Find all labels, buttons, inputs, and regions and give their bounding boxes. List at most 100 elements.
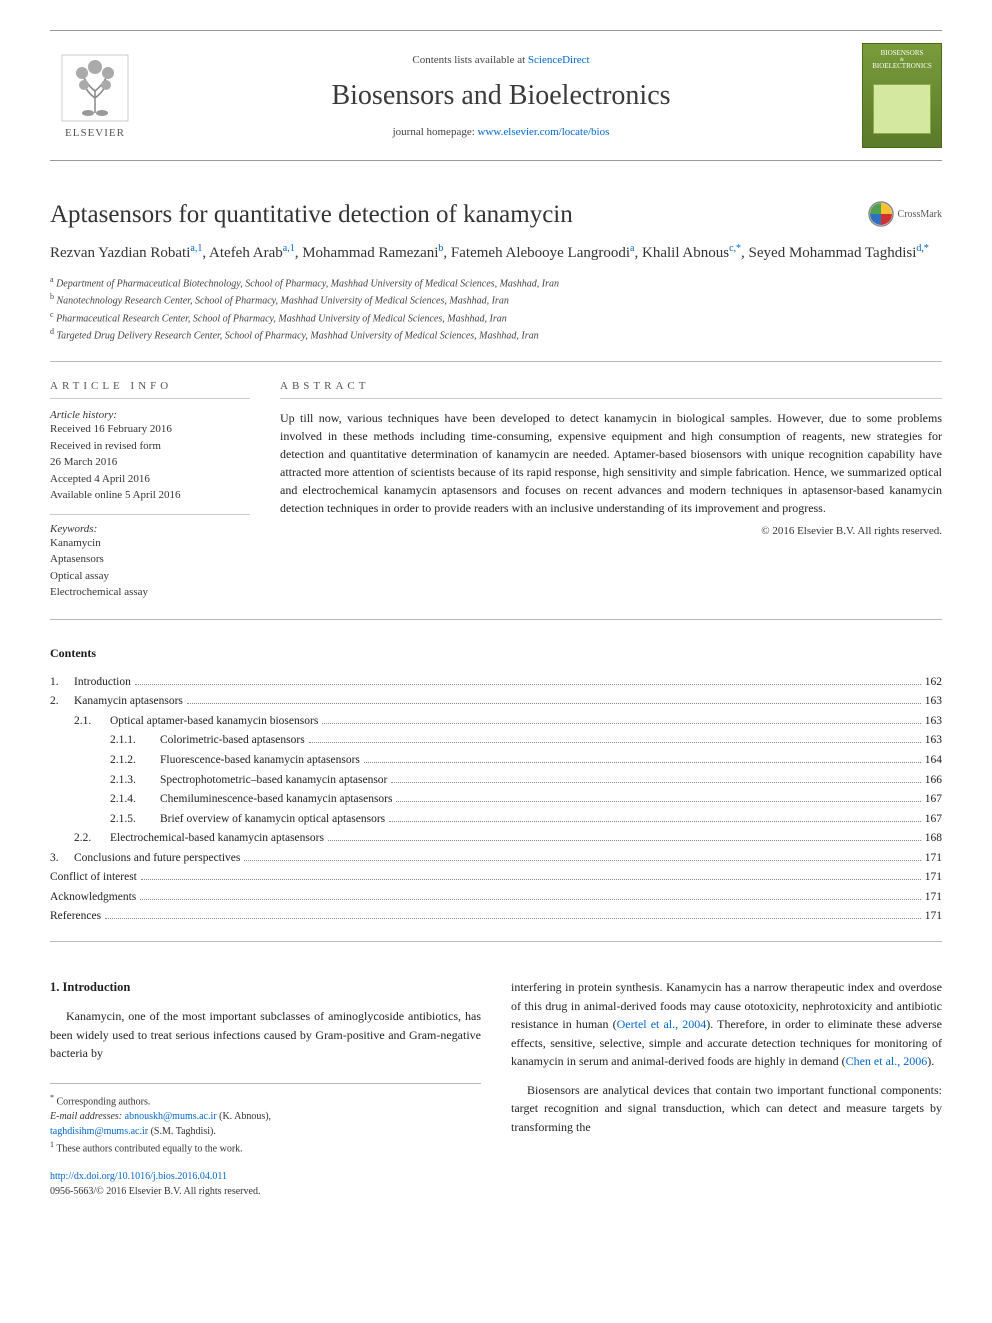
ref-oertel-2004[interactable]: Oertel et al., 2004 [617, 1017, 707, 1031]
toc-number: 1. [50, 673, 74, 693]
toc-head: Contents [50, 646, 942, 661]
toc-number: 2.1. [50, 712, 110, 732]
affiliation-c: Pharmaceutical Research Center, School o… [56, 313, 507, 324]
toc-title: Acknowledgments [50, 888, 136, 908]
contents-lists-line: Contents lists available at ScienceDirec… [160, 54, 842, 66]
journal-header: ELSEVIER Contents lists available at Sci… [50, 30, 942, 161]
toc-page: 168 [925, 829, 942, 849]
toc-page: 167 [925, 810, 942, 830]
toc-row[interactable]: 1.Introduction162 [50, 673, 942, 693]
article-info-head: ARTICLE INFO [50, 380, 250, 399]
keyword: Aptasensors [50, 551, 250, 568]
corresponding-authors-label: Corresponding authors. [57, 1096, 151, 1107]
history-label: Article history: [50, 409, 250, 421]
table-of-contents: 1.Introduction1622.Kanamycin aptasensors… [50, 673, 942, 942]
toc-page: 166 [925, 771, 942, 791]
affiliation-a: Department of Pharmaceutical Biotechnolo… [56, 278, 559, 289]
homepage-link[interactable]: www.elsevier.com/locate/bios [478, 126, 610, 138]
aff-a-sup: a [50, 275, 54, 284]
toc-number: 3. [50, 849, 74, 869]
history-line: 26 March 2016 [50, 454, 250, 471]
toc-number: 2. [50, 692, 74, 712]
author-1: Rezvan Yazdian Robati [50, 245, 190, 261]
journal-homepage-line: journal homepage: www.elsevier.com/locat… [160, 126, 842, 138]
toc-row[interactable]: 2.1.Optical aptamer-based kanamycin bios… [50, 712, 942, 732]
toc-row[interactable]: 2.1.1.Colorimetric-based aptasensors163 [50, 731, 942, 751]
toc-row[interactable]: 2.Kanamycin aptasensors163 [50, 692, 942, 712]
ref-chen-2006[interactable]: Chen et al., 2006 [846, 1054, 928, 1068]
toc-title: Brief overview of kanamycin optical apta… [160, 810, 385, 830]
toc-title: Spectrophotometric–based kanamycin aptas… [160, 771, 387, 791]
cover-title-top: BIOSENSORS [867, 50, 937, 58]
toc-title: References [50, 907, 101, 927]
toc-title: Optical aptamer-based kanamycin biosenso… [110, 712, 318, 732]
intro-paragraph-right-2: Biosensors are analytical devices that c… [511, 1081, 942, 1137]
toc-page: 163 [925, 712, 942, 732]
toc-title: Kanamycin aptasensors [74, 692, 183, 712]
author-5-sup: c, [729, 243, 736, 254]
right-column: interfering in protein synthesis. Kanamy… [511, 978, 942, 1200]
homepage-prefix: journal homepage: [393, 126, 478, 138]
toc-row[interactable]: Conflict of interest171 [50, 868, 942, 888]
intro-paragraph-right-1: interfering in protein synthesis. Kanamy… [511, 978, 942, 1071]
toc-row[interactable]: 2.1.3.Spectrophotometric–based kanamycin… [50, 771, 942, 791]
toc-row[interactable]: 2.1.5.Brief overview of kanamycin optica… [50, 810, 942, 830]
issn-copyright-line: 0956-5663/© 2016 Elsevier B.V. All right… [50, 1184, 481, 1200]
author-2: Atefeh Arab [209, 245, 283, 261]
toc-leader-dots [135, 684, 921, 685]
body-columns: 1. Introduction Kanamycin, one of the mo… [50, 978, 942, 1200]
toc-leader-dots [391, 782, 920, 783]
toc-row[interactable]: 2.1.4.Chemiluminescence-based kanamycin … [50, 790, 942, 810]
toc-page: 171 [925, 888, 942, 908]
toc-leader-dots [309, 742, 921, 743]
toc-row[interactable]: 2.2.Electrochemical-based kanamycin apta… [50, 829, 942, 849]
toc-row[interactable]: References171 [50, 907, 942, 927]
toc-row[interactable]: 3.Conclusions and future perspectives 171 [50, 849, 942, 869]
toc-row[interactable]: Acknowledgments 171 [50, 888, 942, 908]
crossmark-badge[interactable]: CrossMark [868, 201, 942, 227]
toc-row[interactable]: 2.1.2.Fluorescence-based kanamycin aptas… [50, 751, 942, 771]
email-1[interactable]: abnouskh@mums.ac.ir [125, 1111, 217, 1122]
journal-name: Biosensors and Bioelectronics [160, 80, 842, 112]
toc-leader-dots [389, 821, 921, 822]
intro-paragraph-left: Kanamycin, one of the most important sub… [50, 1007, 481, 1063]
toc-leader-dots [141, 879, 921, 880]
author-6: Seyed Mohammad Taghdisi [749, 245, 917, 261]
email-2[interactable]: taghdisihm@mums.ac.ir [50, 1126, 148, 1137]
toc-title: Fluorescence-based kanamycin aptasensors [160, 751, 360, 771]
contents-lists-prefix: Contents lists available at [412, 54, 527, 66]
keywords-list: Kanamycin Aptasensors Optical assay Elec… [50, 535, 250, 601]
right-p1-c: ). [927, 1054, 934, 1068]
author-3-sup: b [438, 243, 443, 254]
affiliation-d: Targeted Drug Delivery Research Center, … [57, 330, 539, 341]
toc-title: Chemiluminescence-based kanamycin aptase… [160, 790, 392, 810]
sciencedirect-link[interactable]: ScienceDirect [528, 54, 590, 66]
left-column: 1. Introduction Kanamycin, one of the mo… [50, 978, 481, 1200]
toc-leader-dots [396, 801, 920, 802]
doi-link[interactable]: http://dx.doi.org/10.1016/j.bios.2016.04… [50, 1171, 227, 1182]
toc-page: 171 [925, 849, 942, 869]
author-3: Mohammad Ramezani [302, 245, 438, 261]
keywords-label: Keywords: [50, 514, 250, 535]
author-4-sup: a [630, 243, 634, 254]
aff-b-sup: b [50, 292, 54, 301]
author-6-sup: d, [916, 243, 924, 254]
article-info-col: ARTICLE INFO Article history: Received 1… [50, 380, 250, 601]
header-center: Contents lists available at ScienceDirec… [160, 54, 842, 138]
history-line: Available online 5 April 2016 [50, 487, 250, 504]
toc-title: Electrochemical-based kanamycin aptasens… [110, 829, 324, 849]
corresponding-footer: * Corresponding authors. E-mail addresse… [50, 1083, 481, 1157]
toc-page: 167 [925, 790, 942, 810]
info-abstract-row: ARTICLE INFO Article history: Received 1… [50, 380, 942, 620]
toc-title: Conclusions and future perspectives [74, 849, 240, 869]
corr-star-1: * [736, 243, 741, 254]
toc-page: 163 [925, 731, 942, 751]
toc-leader-dots [244, 860, 920, 861]
abstract-col: ABSTRACT Up till now, various techniques… [280, 380, 942, 601]
toc-number: 2.1.4. [50, 790, 160, 810]
email-addresses-label: E-mail addresses: [50, 1111, 125, 1122]
corr-star-2: * [924, 243, 929, 254]
crossmark-label: CrossMark [898, 209, 942, 220]
toc-leader-dots [322, 723, 920, 724]
title-block: Aptasensors for quantitative detection o… [50, 201, 942, 362]
